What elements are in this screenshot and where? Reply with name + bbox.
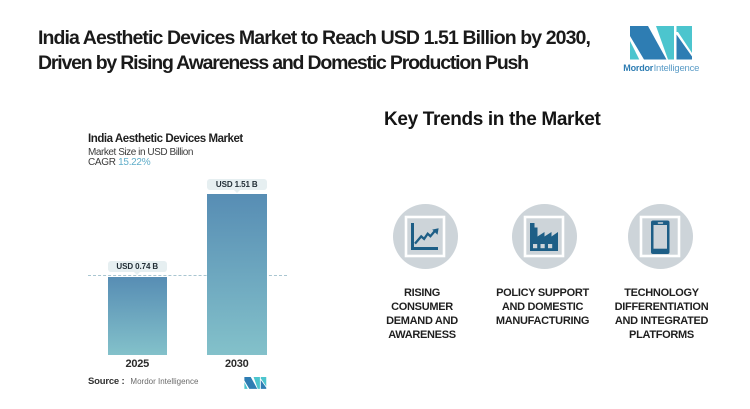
svg-text:Intelligence: Intelligence (654, 63, 700, 74)
svg-text:Mordor: Mordor (623, 63, 653, 73)
